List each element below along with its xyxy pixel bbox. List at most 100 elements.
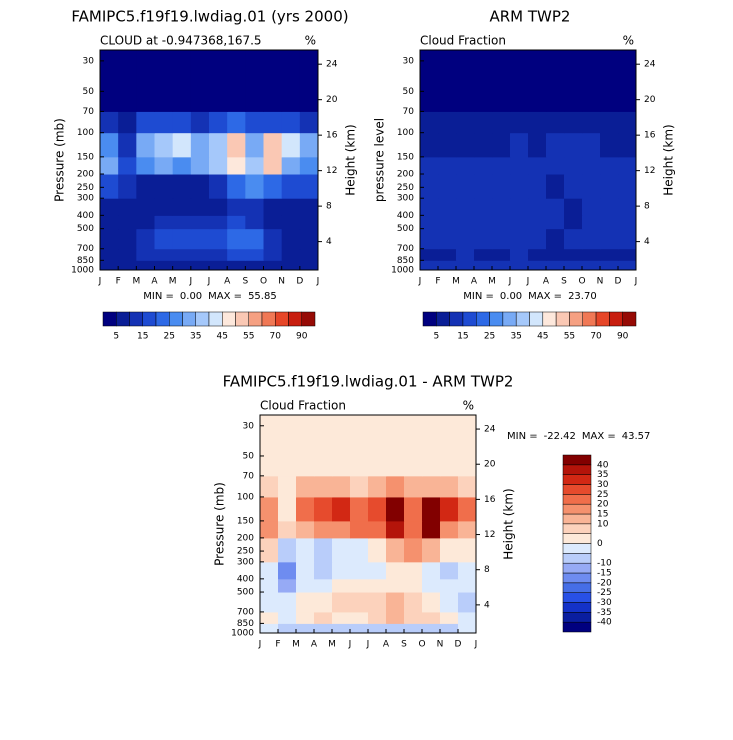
contour-cell	[118, 111, 137, 134]
colorbar-box	[169, 311, 183, 327]
contour-cell	[172, 156, 192, 175]
contour-cell	[582, 132, 601, 158]
contour-cell	[528, 132, 547, 158]
contour-cell	[350, 578, 369, 593]
colorbar-box	[436, 311, 450, 327]
contour-cell	[263, 228, 283, 250]
max-value: 55.85	[248, 291, 277, 302]
colorbar-box	[422, 311, 437, 327]
colorbar-box	[222, 311, 236, 327]
y2-tick-label: 4	[326, 237, 332, 247]
contour-cell	[456, 198, 475, 216]
contour-cell	[474, 228, 493, 250]
contour-cell	[100, 156, 119, 175]
contour-cell	[260, 520, 279, 539]
contour-cell	[422, 520, 441, 539]
contour-cell	[440, 561, 459, 580]
colorbar-label: -25	[597, 588, 612, 598]
colorbar-box	[476, 311, 490, 327]
contour-cell	[278, 496, 297, 522]
contour-cell	[420, 228, 439, 250]
y-tick-label: 850	[397, 256, 414, 266]
colorbar-box	[562, 474, 592, 485]
contour-cell	[299, 111, 319, 134]
contour-cell	[404, 623, 423, 634]
contour-cell	[510, 228, 529, 250]
contour-cell	[618, 132, 637, 158]
contour-cell	[386, 578, 405, 593]
contour-cell	[458, 578, 477, 593]
contour-cell	[100, 228, 119, 250]
colorbar-box	[562, 533, 592, 544]
colorbar-label: 5	[113, 332, 119, 342]
contour-cell	[438, 156, 457, 175]
contour-cell	[314, 561, 333, 580]
y-tick-label: 300	[237, 557, 254, 567]
contour-cell	[492, 111, 511, 134]
y-axis-label: pressure level	[373, 118, 387, 202]
contour-cell	[190, 174, 210, 199]
contour-cell	[404, 496, 423, 522]
colorbar-box	[301, 311, 316, 327]
colorbar-box	[562, 612, 592, 623]
contour-cell	[564, 248, 583, 261]
y-tick-label: 30	[83, 56, 95, 66]
contour-cell	[332, 561, 351, 580]
x-tick-label: A	[151, 277, 158, 287]
x-tick-label: A	[383, 640, 390, 650]
contour-cell	[190, 50, 210, 112]
colorbar-box	[142, 311, 157, 327]
contour-cell	[386, 520, 405, 539]
contour-cell	[456, 228, 475, 250]
min-label: MIN =	[143, 291, 174, 302]
contour-cell	[172, 50, 192, 112]
contour-cell	[582, 156, 601, 175]
contour-cell	[332, 496, 351, 522]
contour-cell	[209, 50, 228, 112]
contour-cell	[386, 592, 405, 613]
colorbar-label: 35	[510, 332, 521, 342]
contour-cell	[440, 578, 459, 593]
contour-cell	[368, 611, 387, 624]
contour-cell	[404, 592, 423, 613]
contour-cell	[136, 111, 155, 134]
contour-cell	[546, 198, 565, 216]
contour-cell	[118, 248, 137, 261]
contour-cell	[546, 248, 565, 261]
y-tick-label: 850	[237, 619, 254, 629]
contour-cell	[440, 623, 459, 634]
contour-cell	[350, 520, 369, 539]
contour-cell	[564, 50, 583, 112]
min-max: MIN = -22.42 MAX = 43.57	[507, 431, 650, 442]
contour-cell	[582, 260, 601, 271]
contour-cell	[618, 50, 637, 112]
colorbar-box	[235, 311, 249, 327]
x-tick-label: F	[275, 640, 280, 650]
contour-cell	[332, 475, 351, 498]
contour-cell	[299, 156, 319, 175]
contour-cell	[528, 174, 547, 199]
y2-tick-label: 24	[484, 425, 496, 435]
contour-cell	[618, 260, 637, 271]
contour-cell	[245, 174, 264, 199]
contour-cell	[492, 228, 511, 250]
x-tick-label: O	[260, 277, 267, 287]
contour-cell	[528, 248, 547, 261]
contour-cell	[314, 475, 333, 498]
contour-cell	[386, 475, 405, 498]
x-tick-label: F	[435, 277, 440, 287]
contour-cell	[528, 156, 547, 175]
contour-cell	[296, 537, 315, 563]
y2-tick-label: 20	[326, 95, 338, 105]
colorbar-label: -35	[597, 608, 612, 618]
contour-cell	[209, 248, 228, 261]
contour-cell	[422, 537, 441, 563]
colorbar-label: 45	[537, 332, 548, 342]
contour-cell	[299, 174, 319, 199]
x-tick-label: D	[615, 277, 622, 287]
contour-cell	[299, 228, 319, 250]
contour-cell	[564, 132, 583, 158]
contour-cell	[600, 174, 619, 199]
contour-cell	[438, 228, 457, 250]
contour-cell	[618, 156, 637, 175]
